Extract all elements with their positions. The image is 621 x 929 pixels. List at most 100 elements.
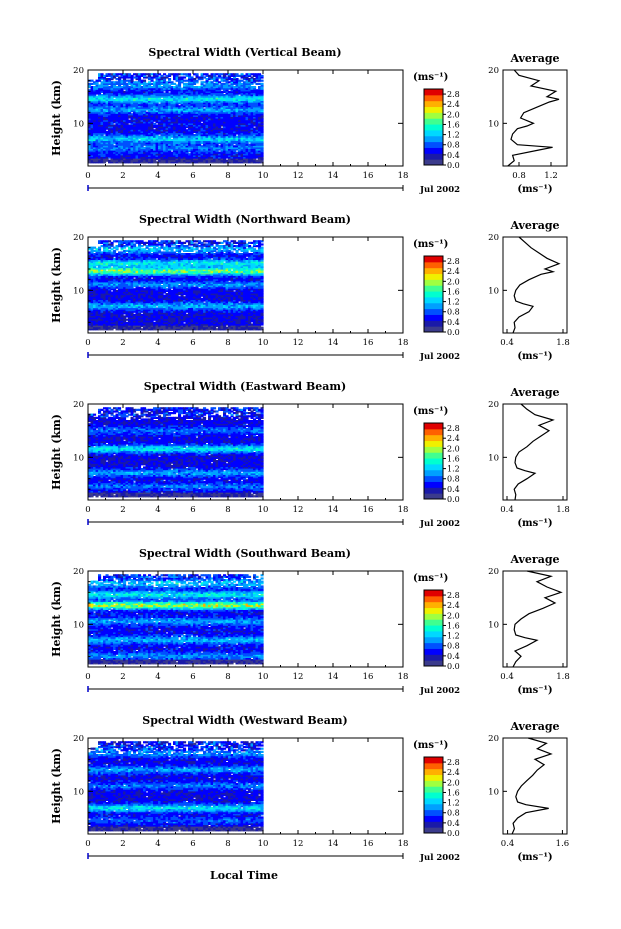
heatmap-cell [123, 78, 127, 81]
heatmap-cell [253, 148, 257, 151]
heatmap-cell [118, 307, 122, 310]
heatmap-cell [103, 325, 107, 328]
heatmap-cell [118, 158, 122, 161]
heatmap-cell [93, 302, 97, 305]
heatmap-cell [220, 310, 224, 313]
heatmap-cell [173, 305, 177, 308]
heatmap-cell [98, 127, 102, 130]
heatmap-cell [88, 138, 92, 141]
heatmap-cell [165, 95, 169, 98]
heatmap-cell [230, 159, 234, 162]
heatmap-cell [208, 102, 212, 105]
heatmap-cell [203, 73, 207, 76]
heatmap-cell [178, 312, 182, 315]
heatmap-cell [140, 305, 144, 308]
heatmap-cell [253, 79, 257, 82]
heatmap-cell [173, 312, 177, 315]
heatmap-cell [100, 118, 104, 121]
heatmap-cell [133, 315, 137, 318]
heatmap-cell [103, 148, 107, 151]
heatmap-cell [175, 95, 179, 98]
heatmap-cell [118, 124, 122, 127]
heatmap-cell [93, 154, 97, 157]
heatmap-cell [160, 114, 164, 117]
heatmap-cell [140, 150, 144, 153]
heatmap-cell [175, 134, 179, 137]
heatmap-cell [158, 146, 162, 149]
heatmap-cell [123, 82, 127, 85]
heatmap-cell [200, 119, 204, 122]
heatmap-cell [118, 121, 122, 124]
heatmap-cell [250, 146, 254, 149]
heatmap-cell [170, 304, 174, 307]
heatmap-cell [243, 320, 247, 323]
heatmap-cell [180, 313, 184, 316]
heatmap-cell [208, 315, 212, 318]
heatmap-cell [200, 151, 204, 154]
heatmap-cell [103, 321, 107, 324]
heatmap-cell [108, 326, 112, 329]
heatmap-cell [210, 321, 214, 324]
heatmap-cell [173, 103, 177, 106]
heatmap-cell [148, 98, 152, 101]
heatmap-cell [220, 124, 224, 127]
heatmap-cell [165, 100, 169, 103]
heatmap-cell [170, 129, 174, 132]
heatmap-cell [120, 148, 124, 151]
heatmap-cell [98, 90, 102, 93]
heatmap-cell [93, 304, 97, 307]
heatmap-cell [130, 310, 134, 313]
heatmap-cell [163, 121, 167, 124]
heatmap-cell [260, 151, 264, 154]
heatmap-cell [150, 105, 154, 108]
heatmap-cell [245, 158, 249, 161]
heatmap-cell [165, 135, 169, 138]
heatmap-cell [208, 321, 212, 324]
heatmap-cell [248, 114, 252, 117]
heatmap-cell [140, 315, 144, 318]
heatmap-cell [133, 161, 137, 164]
heatmap-cell [230, 317, 234, 320]
heatmap-cell [235, 158, 239, 161]
heatmap-cell [138, 151, 142, 154]
heatmap-cell [160, 90, 164, 93]
heatmap-cell [193, 87, 197, 90]
heatmap-cell [220, 118, 224, 121]
heatmap-cell [223, 142, 227, 145]
heatmap-cell [223, 111, 227, 114]
heatmap-cell [128, 90, 132, 93]
heatmap-cell [225, 92, 229, 95]
heatmap-cell [188, 312, 192, 315]
heatmap-cell [190, 135, 194, 138]
heatmap-cell [198, 302, 202, 305]
heatmap-cell [258, 114, 262, 117]
heatmap-cell [120, 130, 124, 133]
heatmap-cell [95, 132, 99, 135]
heatmap-cell [115, 132, 119, 135]
heatmap-cell [100, 158, 104, 161]
heatmap-cell [140, 320, 144, 323]
heatmap-cell [193, 161, 197, 164]
heatmap-cell [238, 90, 242, 93]
heatmap-cell [143, 148, 147, 151]
heatmap-cell [105, 90, 109, 93]
heatmap-cell [118, 326, 122, 329]
heatmap-cell [213, 73, 217, 76]
heatmap-cell [88, 320, 92, 323]
heatmap-cell [195, 143, 199, 146]
heatmap-cell [248, 105, 252, 108]
heatmap-cell [200, 103, 204, 106]
heatmap-cell [250, 89, 254, 92]
heatmap-cell [138, 304, 142, 307]
heatmap-cell [98, 87, 102, 90]
heatmap-cell [215, 110, 219, 113]
heatmap-cell [218, 92, 222, 95]
heatmap-cell [218, 318, 222, 321]
heatmap-cell [123, 102, 127, 105]
heatmap-cell [165, 97, 169, 100]
heatmap-cell [120, 94, 124, 97]
heatmap-cell [95, 323, 99, 326]
heatmap-cell [100, 326, 104, 329]
heatmap-cell [145, 84, 149, 87]
heatmap-cell [235, 323, 239, 326]
